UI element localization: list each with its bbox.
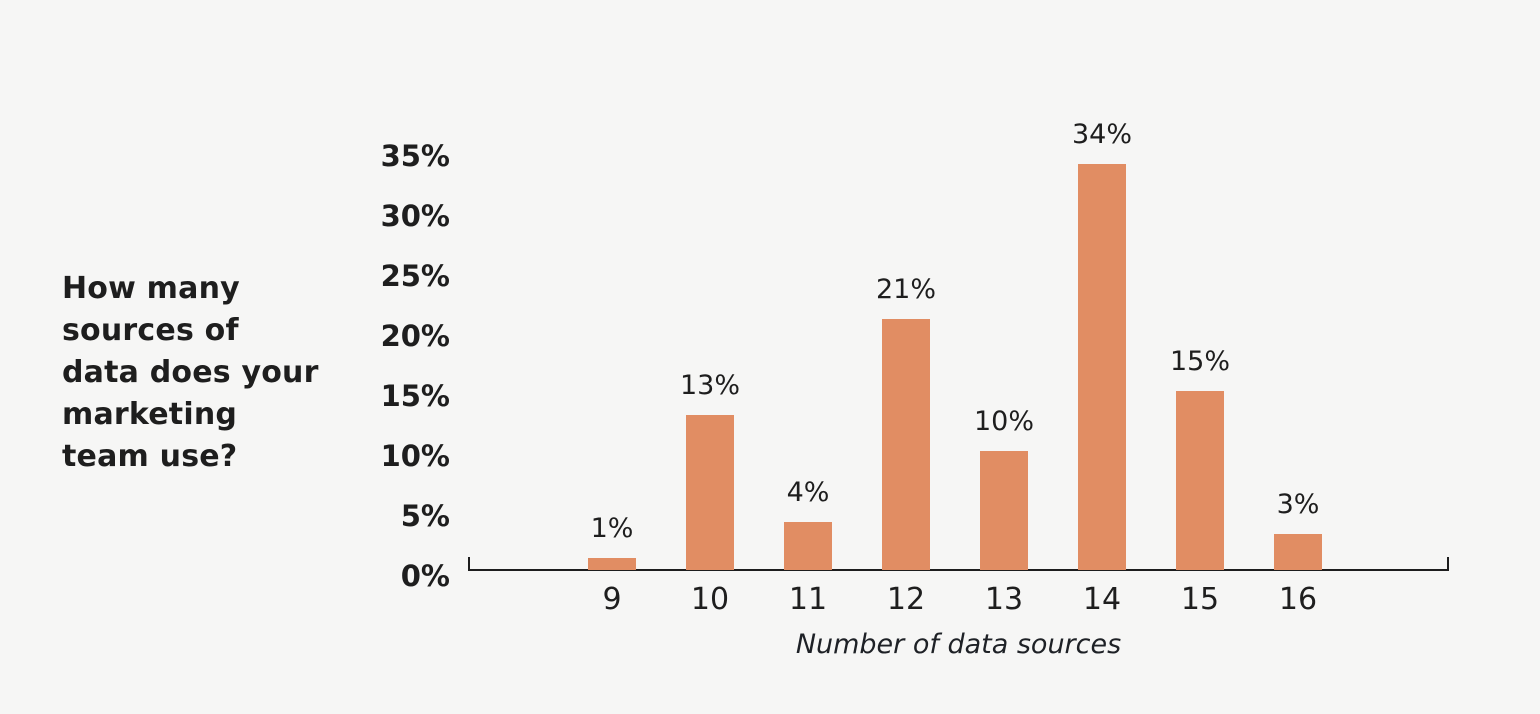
y-tick-label: 0% (400, 559, 450, 593)
bar-14 (1078, 163, 1126, 570)
chart-title-line: sources of (62, 313, 239, 348)
x-tick-label: 9 (602, 582, 622, 617)
bar-13 (980, 450, 1028, 570)
chart-title-line: data does your (62, 355, 319, 390)
chart-title-line: How many (62, 271, 240, 306)
y-tick-label: 25% (380, 259, 450, 293)
x-axis-line (468, 557, 1449, 571)
bar-12 (882, 319, 930, 570)
bar-value-label: 34% (1071, 118, 1132, 150)
x-tick-label: 14 (1082, 582, 1122, 617)
chart-title-line: marketing (62, 397, 238, 432)
chart-title: How many sources of data does your marketin… (62, 268, 362, 478)
y-tick-label: 20% (380, 319, 450, 353)
bar-value-label: 13% (679, 369, 740, 401)
x-tick-label: 10 (690, 582, 730, 617)
bar-15 (1176, 390, 1224, 570)
x-tick-label: 12 (886, 582, 926, 617)
x-tick-label: 13 (984, 582, 1024, 617)
bar-value-label: 10% (973, 405, 1034, 437)
bar-value-label: 1% (590, 513, 634, 545)
bar-value-label: 21% (875, 274, 936, 306)
y-tick-label: 30% (380, 199, 450, 233)
bar-9 (588, 558, 636, 570)
bar-10 (686, 414, 734, 570)
y-axis: 35% 30% 25% 20% 15% 10% 5% 0% (320, 0, 450, 714)
y-tick-label: 5% (400, 499, 450, 533)
bar-value-label: 4% (786, 477, 830, 509)
y-tick-label: 35% (380, 139, 450, 173)
y-tick-label: 15% (380, 379, 450, 413)
y-tick-label: 10% (380, 439, 450, 473)
bar-16 (1274, 534, 1322, 570)
x-tick-label: 16 (1278, 582, 1318, 617)
bar-11 (784, 522, 832, 570)
chart-title-line: team use? (62, 439, 238, 474)
bar-value-label: 15% (1169, 345, 1230, 377)
x-axis-title: Number of data sources (795, 629, 1122, 660)
bar-value-label: 3% (1276, 489, 1320, 521)
x-tick-label: 11 (788, 582, 828, 617)
x-tick-label: 15 (1180, 582, 1220, 617)
